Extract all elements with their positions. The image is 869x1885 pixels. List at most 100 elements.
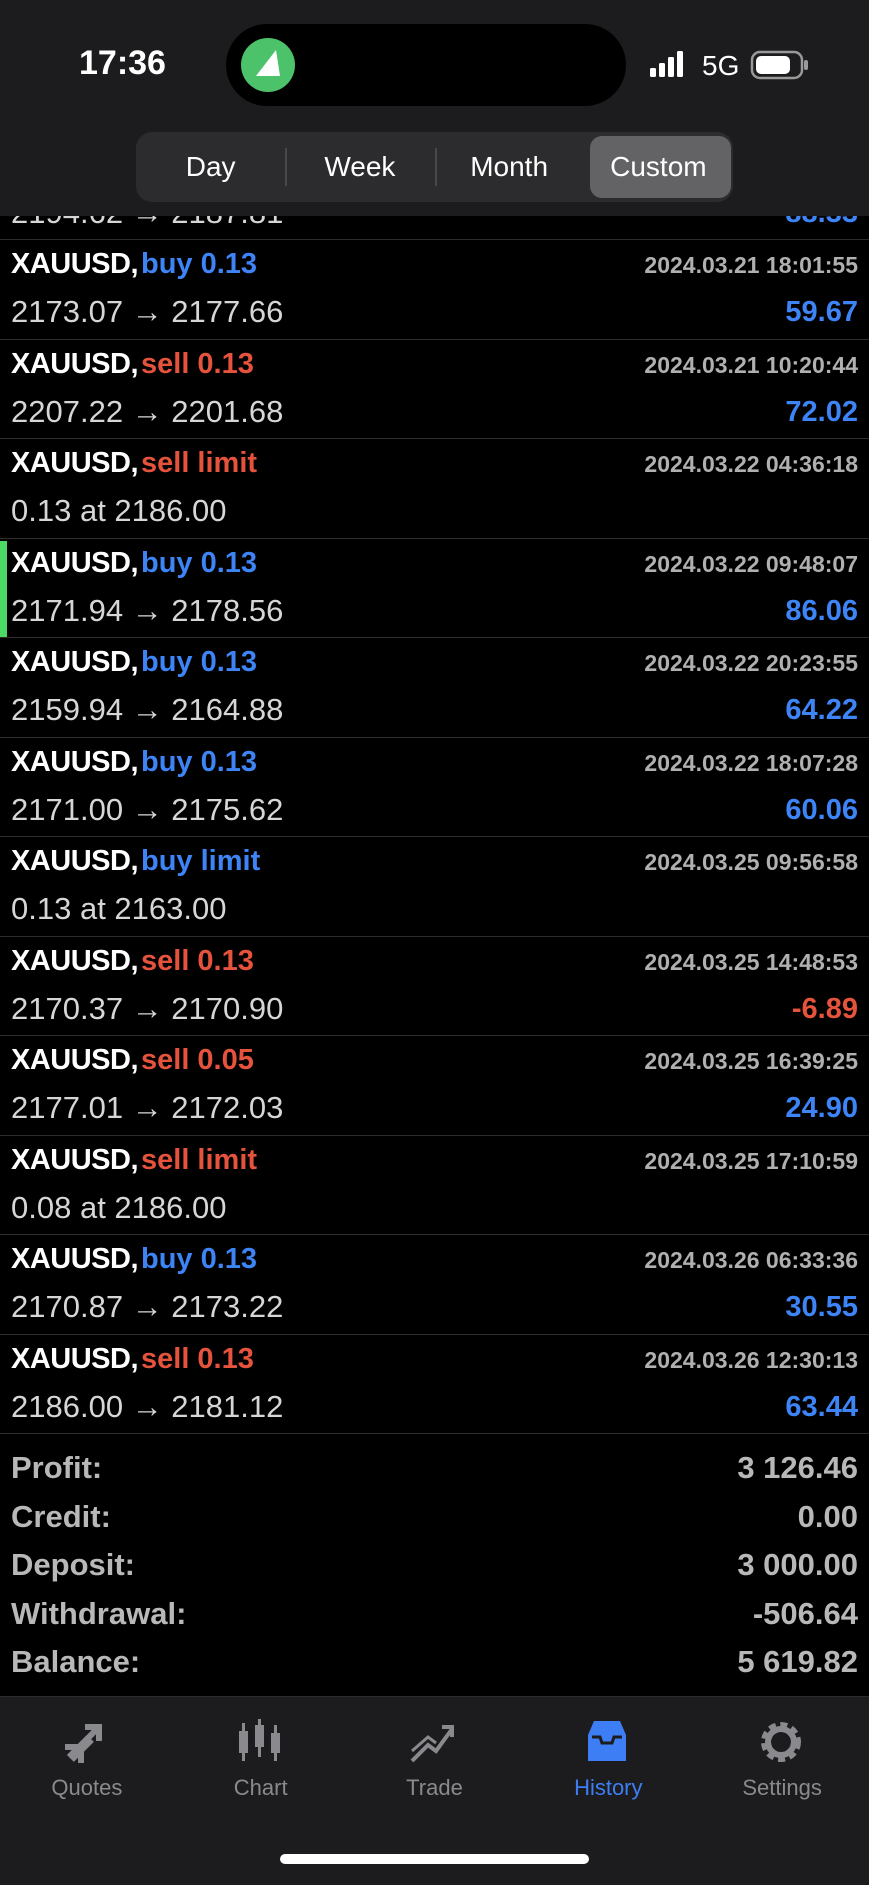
tab-divider [434,148,437,186]
price-line: 2171.94 → 2178.56 [11,592,284,628]
profit: -6.89 [791,992,858,1025]
divider [0,935,869,937]
profit: 24.90 [785,1092,858,1124]
time: 2024.03.22 20:23:55 [644,650,858,676]
symbol: XAUUSD, [11,347,139,380]
summary-value: -506.64 [752,1595,858,1631]
time: 2024.03.25 14:48:53 [644,948,858,975]
trade-row[interactable]: XAUUSD, buy 0.13 2024.03.26 06:33:36 2170.8… [0,1235,869,1335]
price-line: 2207.22 → 2201.68 [11,393,284,429]
summary-value: 5 619.82 [737,1644,858,1679]
action: buy 0.13 [141,546,258,579]
tab[interactable]: Day [185,151,236,182]
nav-item[interactable]: Quotes [0,1697,174,1817]
nav-item[interactable]: Trade [348,1697,522,1817]
time: 2024.03.26 06:33:36 [644,1247,858,1273]
time: 2024.03.21 18:01:55 [644,252,858,278]
trade-row[interactable]: XAUUSD, buy 0.13 2024.03.21 18:01:55 2173.0… [0,240,869,340]
nav-item[interactable]: Chart [174,1697,348,1817]
summary-value: 3 000.00 [737,1547,858,1582]
divider [0,438,869,439]
summary-label: Withdrawal: [11,1595,187,1631]
action: sell limit [141,447,258,479]
price-line: 2177.01 → 2172.03 [11,1090,284,1125]
action: sell 0.13 [141,1342,254,1375]
history-list: 2194.62 → 2187.8188.33XAUUSD,buy 0.13202… [0,195,869,1679]
nav-label: Settings [742,1775,822,1800]
action: buy 0.13 [141,646,258,678]
symbol: XAUUSD, [11,447,139,479]
trade-row[interactable]: XAUUSD, sell 0.05 2024.03.25 16:39:25 2177.… [0,1036,869,1136]
divider [0,1234,869,1235]
tab[interactable]: Custom [610,151,707,182]
action: buy limit [141,845,261,877]
trade-row[interactable]: XAUUSD, sell 0.13 2024.03.21 10:20:44 2207.… [0,340,869,439]
nav-label: History [574,1775,643,1800]
trade-row[interactable]: XAUUSD, buy limit 2024.03.25 09:56:58 0.13 … [0,837,869,937]
symbol: XAUUSD, [11,845,139,877]
action: sell 0.13 [141,347,254,380]
clock: 17:36 [79,44,166,82]
nav-label: Chart [233,1775,288,1800]
symbol: XAUUSD, [11,745,139,778]
summary-value: 3 126.46 [737,1450,858,1485]
time: 2024.03.22 04:36:18 [644,451,858,477]
home-indicator [280,1854,589,1864]
profit: 30.55 [785,1291,858,1323]
divider [0,537,869,539]
price-line: 0.08 at 2186.00 [11,1189,227,1225]
divider [0,637,869,638]
profit: 59.67 [785,296,858,328]
price-line: 2159.94 → 2164.88 [11,692,284,727]
summary-label: Balance: [11,1644,141,1679]
profit: 64.22 [785,694,858,726]
divider [0,1433,869,1434]
price-line: 2186.00 → 2181.12 [11,1388,284,1424]
trade-row[interactable]: XAUUSD, sell limit 2024.03.25 17:10:59 0.08… [0,1136,869,1235]
action: buy 0.13 [141,745,258,778]
nav-item[interactable]: Settings [695,1697,869,1817]
time: 2024.03.22 09:48:07 [644,550,858,577]
price-line: 2173.07 → 2177.66 [11,294,284,329]
divider [0,1035,869,1036]
trade-row[interactable]: XAUUSD, buy 0.13 2024.03.22 18:07:28 2171.0… [0,738,869,837]
nav-label: Quotes [51,1775,123,1800]
tab-bar: Quotes Chart Trade History Settings [0,1696,869,1885]
trade-row[interactable]: XAUUSD, sell limit 2024.03.22 04:36:18 0.13… [0,439,869,539]
nav-item[interactable]: History [521,1697,695,1817]
tab-divider [285,148,288,186]
trade-row[interactable]: XAUUSD, sell 0.13 2024.03.25 14:48:53 2170.… [0,937,869,1036]
tab[interactable]: Month [470,151,549,182]
tab[interactable]: Week [324,151,396,182]
symbol: XAUUSD, [11,1044,139,1076]
tab-highlight [589,136,731,198]
trade-row[interactable]: XAUUSD, buy 0.13 2024.03.22 09:48:07 2171.9… [0,539,869,638]
header: 17:36 5G Day Week Month Custom [0,0,869,216]
trade-row[interactable]: XAUUSD, sell 0.13 2024.03.26 12:30:13 2186.… [0,1335,869,1434]
summary-label: Deposit: [11,1547,135,1582]
segmented-control: Day Week Month Custom [136,132,733,202]
price-line: 2171.00 → 2175.62 [11,791,284,827]
time: 2024.03.26 12:30:13 [644,1346,858,1373]
divider [0,1333,869,1335]
price-line: 2170.87 → 2173.22 [11,1289,284,1324]
action: buy 0.13 [141,248,258,280]
nav-icon [588,1721,627,1761]
nav-icon [761,1722,802,1762]
price-line: 0.13 at 2163.00 [11,891,227,926]
dynamic-island [226,24,626,106]
symbol: XAUUSD, [11,944,139,977]
trade-row[interactable]: XAUUSD, buy 0.13 2024.03.22 20:23:55 2159.9… [0,638,869,738]
network: 5G [702,50,740,81]
nav-icon [238,1719,280,1761]
profit: 72.02 [785,395,858,428]
divider [0,239,869,240]
nav-label: Trade [406,1775,463,1800]
symbol: XAUUSD, [11,1143,139,1176]
price-line: 0.13 at 2186.00 [11,493,227,528]
nav-icon [64,1724,102,1763]
time: 2024.03.25 17:10:59 [644,1147,858,1174]
time: 2024.03.22 18:07:28 [644,749,858,776]
action: sell limit [141,1143,258,1176]
symbol: XAUUSD, [11,546,139,579]
